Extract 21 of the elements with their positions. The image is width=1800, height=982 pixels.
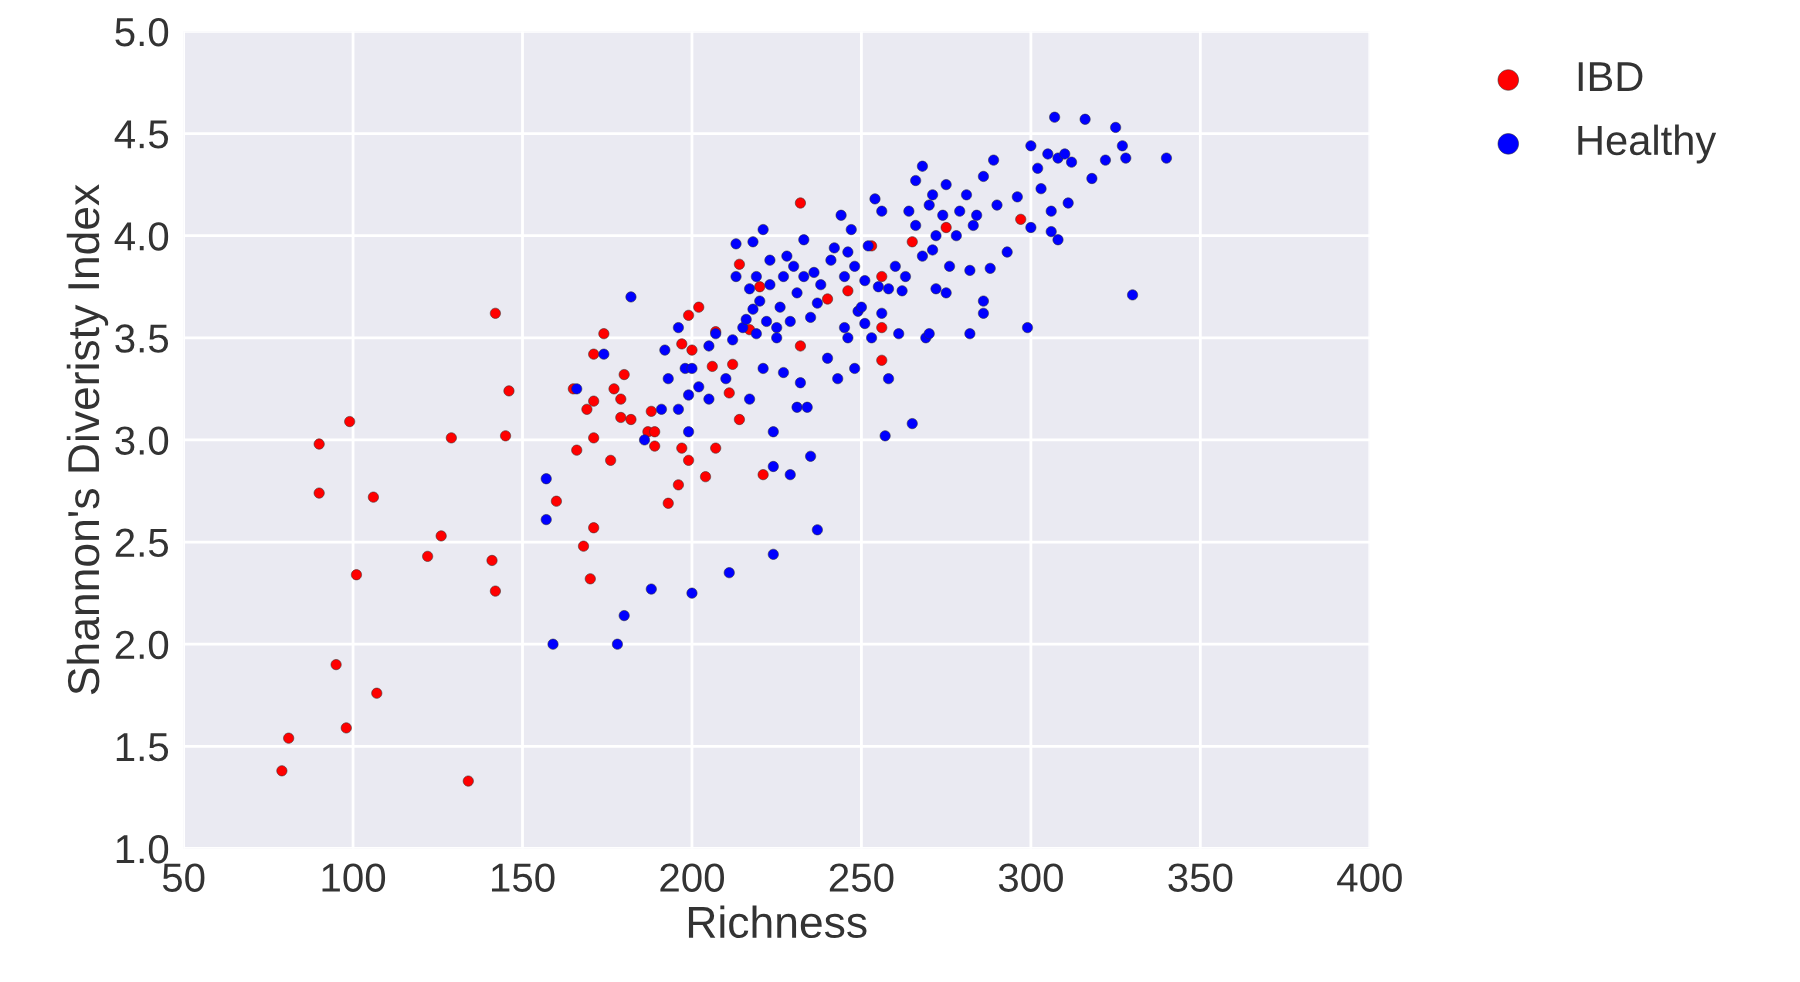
legend-label: IBD — [1578, 62, 1643, 91]
y-tick-label: 1.0 — [116, 834, 169, 864]
legend-label: Healthy — [1578, 124, 1717, 164]
y-tick-label: 3.0 — [115, 426, 169, 455]
x-tick-label: 50 — [162, 863, 205, 892]
x-tick-label: 350 — [1168, 863, 1233, 892]
y-tick-label: 4.5 — [114, 120, 169, 149]
x-tick-label: 400 — [1337, 863, 1402, 892]
x-tick-label: 250 — [829, 863, 894, 892]
x-tick-label: 100 — [322, 863, 386, 892]
y-tick-label: 4.0 — [114, 222, 169, 251]
y-axis-title: Shannon's Diveristy Index — [66, 184, 109, 695]
y-tick-label: 2.5 — [115, 528, 169, 558]
y-tick-label: 5.0 — [115, 17, 169, 47]
x-tick-label: 150 — [491, 863, 555, 892]
y-tick-label: 1.5 — [116, 733, 169, 762]
y-tick-label: 2.0 — [115, 630, 169, 660]
x-tick-label: 300 — [998, 863, 1063, 892]
x-tick-label: 200 — [660, 863, 724, 892]
y-tick-label: 3.5 — [115, 324, 169, 353]
x-axis-title: Richness — [688, 905, 867, 939]
